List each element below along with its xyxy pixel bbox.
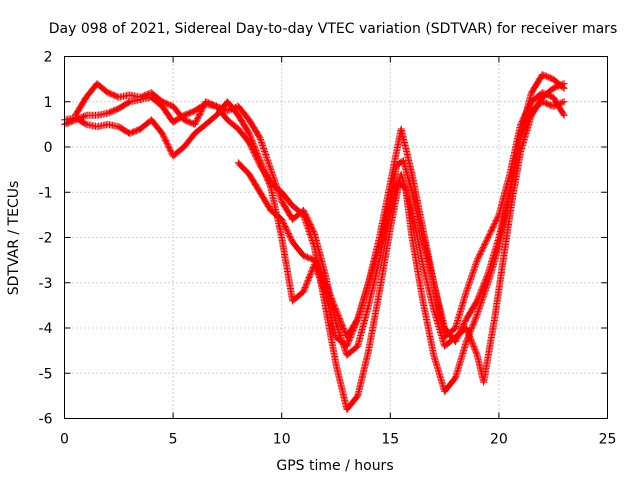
chart-title: Day 098 of 2021, Sidereal Day-to-day VTE… xyxy=(49,21,617,37)
x-tick-labels: 0 5 10 15 20 25 xyxy=(60,432,616,448)
y-tick-label: -6 xyxy=(39,412,53,428)
y-tick-label: -2 xyxy=(39,231,53,247)
y-tick-label: 1 xyxy=(44,95,53,111)
x-tick-label: 20 xyxy=(490,432,508,448)
x-tick-label: 25 xyxy=(599,432,617,448)
y-axis-label: SDTVAR / TECUs xyxy=(6,181,22,296)
x-tick-label: 10 xyxy=(273,432,291,448)
axis-ticks xyxy=(64,56,608,419)
series-trace-4 xyxy=(234,80,568,386)
series-trace-3 xyxy=(61,89,568,350)
y-tick-labels: -6 -5 -4 -3 -2 -1 0 1 2 xyxy=(39,50,53,428)
x-tick-label: 5 xyxy=(169,432,178,448)
x-tick-label: 15 xyxy=(381,432,399,448)
x-tick-label: 0 xyxy=(60,432,69,448)
series-markers xyxy=(61,89,568,350)
y-tick-label: -3 xyxy=(39,276,53,292)
y-tick-label: 2 xyxy=(44,50,53,66)
data-points xyxy=(61,71,568,413)
y-tick-label: -1 xyxy=(39,185,53,201)
y-tick-label: 0 xyxy=(44,140,53,156)
y-tick-label: -4 xyxy=(39,321,53,337)
x-axis-label: GPS time / hours xyxy=(276,458,393,474)
y-tick-label: -5 xyxy=(39,366,53,382)
series-markers xyxy=(234,80,568,386)
